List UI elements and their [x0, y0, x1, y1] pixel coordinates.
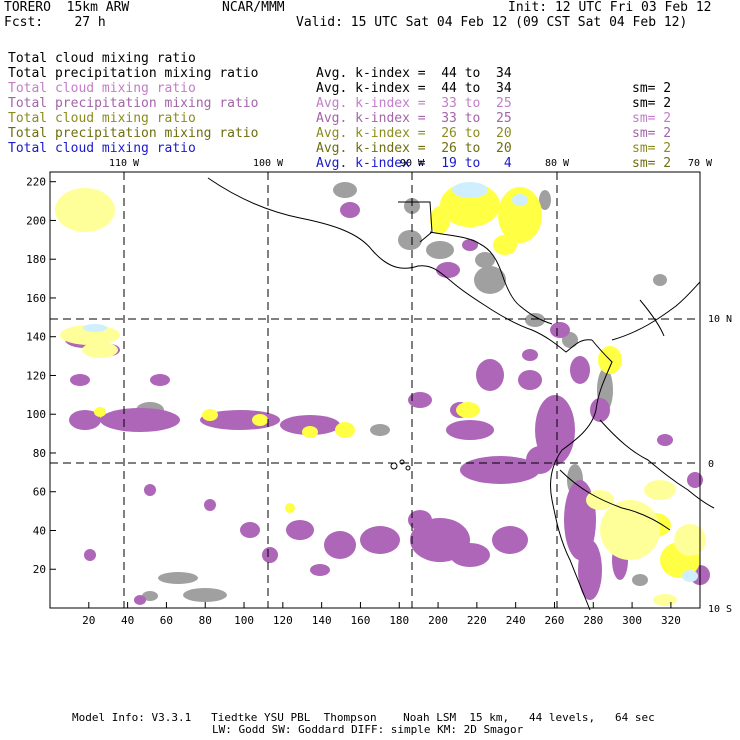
y-tick-label: 100	[26, 408, 46, 421]
border-inland-1	[559, 469, 671, 531]
longitude-labels: 110 W 100 W 90 W 80 W 70 W	[109, 158, 713, 169]
y-tick-label: 120	[26, 369, 46, 382]
x-tick-label: 200	[428, 614, 448, 627]
legend-index: Avg. k-index = 33 to 25	[316, 96, 512, 111]
legend-index: Avg. k-index = 44 to 34	[316, 66, 512, 81]
legend-row-4: Total precipitation mixing ratio Avg. k-…	[0, 81, 671, 156]
valid-time: Valid: 15 UTC Sat 04 Feb 12 (09 CST Sat …	[296, 15, 688, 30]
legend-index: Avg. k-index = 26 to 20	[316, 126, 512, 141]
lightyellow-cloud-patches	[55, 188, 706, 606]
x-tick-label: 80	[199, 614, 212, 627]
y-tick-label: 60	[33, 486, 46, 499]
x-tick-label: 280	[583, 614, 603, 627]
legend-row-1: Total cloud mixing ratio Avg. k-index = …	[0, 36, 671, 111]
cloud-fields	[55, 182, 710, 606]
coastline-yucatan	[398, 201, 433, 243]
legend-index: Avg. k-index = 19 to 4	[316, 156, 512, 171]
org-label: NCAR/MMM	[222, 0, 285, 15]
x-tick-label: 160	[351, 614, 371, 627]
legend-index: Avg. k-index = 26 to 20	[316, 141, 512, 156]
cyan-cloud-patches	[83, 182, 698, 582]
coastline-south-america-north	[611, 281, 701, 341]
x-tick-label: 260	[545, 614, 565, 627]
legend-sm: sm= 2	[632, 141, 672, 156]
forecast-hour: Fcst: 27 h	[4, 15, 106, 30]
legend-sm: sm= 2	[632, 111, 672, 126]
legend-field: Total precipitation mixing ratio	[8, 66, 259, 81]
lon-label: 110 W	[109, 158, 140, 169]
legend-sm: sm= 2	[632, 96, 672, 111]
x-tick-marks	[88, 602, 672, 608]
x-tick-label: 300	[622, 614, 642, 627]
y-tick-label: 220	[26, 176, 46, 189]
x-tick-label: 320	[661, 614, 681, 627]
coastline-south-america	[549, 339, 613, 611]
x-tick-label: 100	[234, 614, 254, 627]
x-tick-labels: 20 40 60 80 100 120 140 160 180 200 220 240 260 280 30…	[82, 614, 681, 627]
legend-row-3: Total cloud mixing ratio Avg. k-index = …	[0, 66, 671, 141]
map-frame	[49, 171, 701, 609]
y-tick-label: 160	[26, 292, 46, 305]
legend-field: Total cloud mixing ratio	[8, 141, 196, 156]
x-tick-label: 180	[389, 614, 409, 627]
legend-field: Total cloud mixing ratio	[8, 81, 196, 96]
lon-label: 80 W	[545, 158, 570, 169]
y-tick-marks	[50, 181, 56, 570]
model-info-line: Model Info: V3.3.1 Tiedtke YSU PBL Thomp…	[72, 711, 655, 724]
coastlines	[207, 177, 715, 611]
legend-sm: sm= 2	[632, 156, 672, 171]
legend-row-7: Total cloud mixing ratio Avg. k-index = …	[0, 126, 512, 201]
legend-field: Total cloud mixing ratio	[8, 51, 196, 66]
legend-field: Total precipitation mixing ratio	[8, 126, 259, 141]
model-title: TORERO 15km ARW	[4, 0, 130, 15]
x-tick-label: 140	[312, 614, 332, 627]
x-tick-label: 20	[82, 614, 95, 627]
lon-label: 100 W	[253, 158, 284, 169]
x-tick-label: 220	[467, 614, 487, 627]
y-tick-label: 200	[26, 214, 46, 227]
legend-index: Avg. k-index = 33 to 25	[316, 111, 512, 126]
legend-row-2: Total precipitation mixing ratio Avg. k-…	[0, 51, 671, 126]
yellow-cloud-patches	[94, 183, 700, 578]
init-time: Init: 12 UTC Fri 03 Feb 12	[508, 0, 712, 15]
legend-index: Avg. k-index = 44 to 34	[316, 81, 512, 96]
lat-label: 10 N	[708, 314, 732, 325]
legend-field: Total cloud mixing ratio	[8, 111, 196, 126]
legend-row-5: Total cloud mixing ratio Avg. k-index = …	[0, 96, 671, 171]
x-tick-label: 240	[506, 614, 526, 627]
legend-field: Total precipitation mixing ratio	[8, 96, 259, 111]
lat-label: 10 S	[708, 604, 732, 615]
x-tick-label: 60	[160, 614, 173, 627]
legend-sm: sm= 2	[632, 126, 672, 141]
x-tick-label: 40	[121, 614, 134, 627]
y-tick-labels: 20 40 60 80 100 120 140 160 180 200 220	[26, 176, 46, 577]
legend-row-6: Total precipitation mixing ratio Avg. k-…	[0, 111, 671, 186]
border-andes	[599, 419, 715, 509]
lon-label: 70 W	[688, 158, 713, 169]
latlon-grid	[50, 172, 700, 608]
galapagos-islands	[390, 459, 411, 471]
y-tick-label: 80	[33, 447, 46, 460]
coastline-caribbean	[429, 231, 553, 325]
x-tick-label: 120	[273, 614, 293, 627]
y-tick-label: 180	[26, 253, 46, 266]
model-physics-line: LW: Godd SW: Goddard DIFF: simple KM: 2D…	[212, 723, 524, 736]
y-tick-label: 140	[26, 331, 46, 344]
legend-sm: sm= 2	[632, 81, 672, 96]
latitude-labels: 10 N 0 10 S	[708, 314, 732, 615]
y-tick-label: 40	[33, 524, 46, 537]
lat-label: 0	[708, 459, 714, 470]
lon-label: 90 W	[400, 158, 425, 169]
coastline-mexico-central-america	[207, 177, 593, 353]
y-tick-label: 20	[33, 563, 46, 576]
border-inland-2	[639, 299, 665, 337]
